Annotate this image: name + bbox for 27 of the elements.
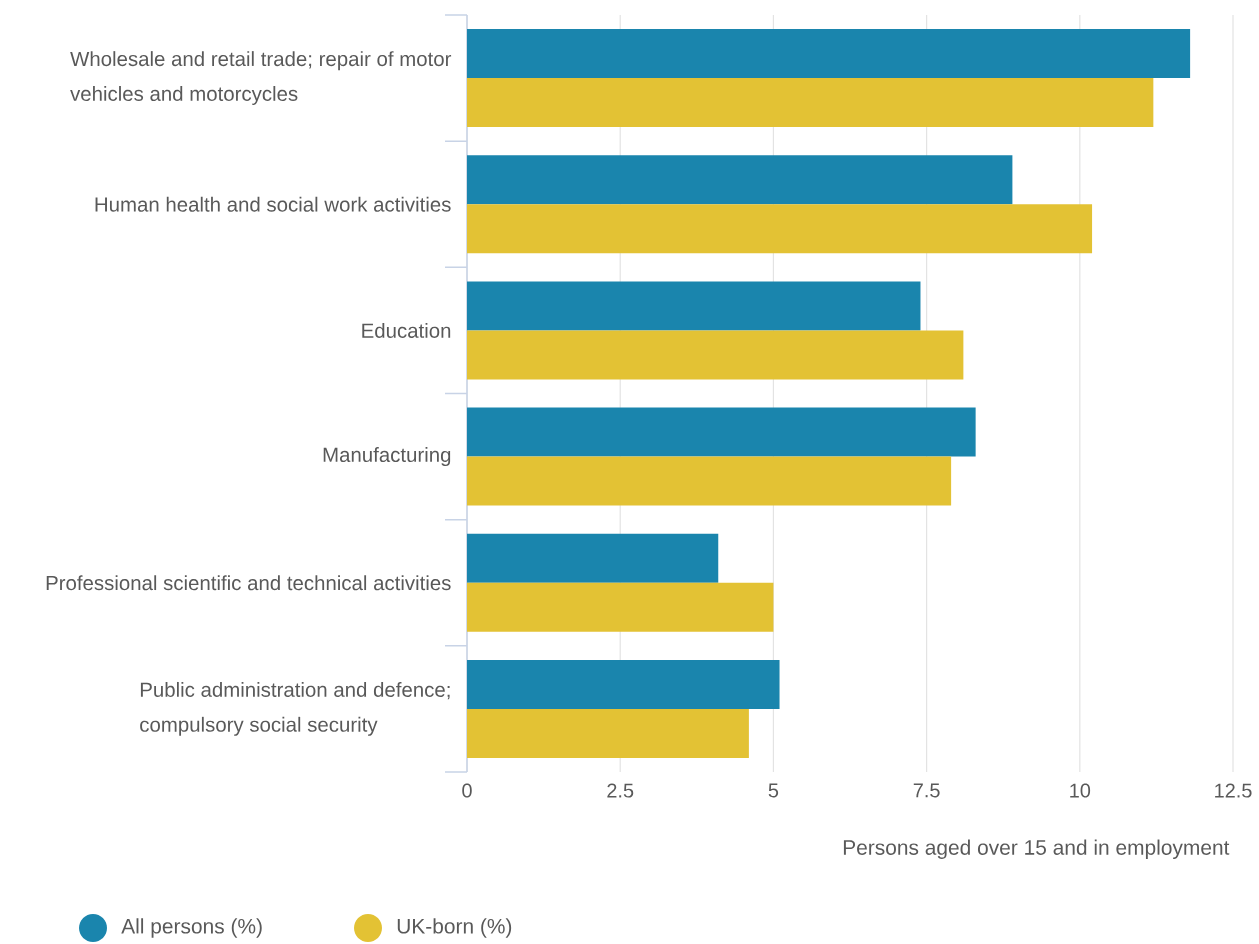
x-tick-label: 12.5 — [1215, 783, 1252, 798]
bar — [467, 659, 780, 709]
x-tick-label: 10 — [1070, 783, 1091, 798]
y-tick-label: Manufacturing — [323, 447, 451, 467]
bar — [467, 155, 1013, 205]
bar — [467, 533, 719, 583]
bar — [467, 204, 1093, 254]
y-tick-label: Education — [362, 322, 451, 338]
y-tick-label: Professional scientific and technical activities — [46, 575, 451, 591]
y-tick-label: Public administration and defence; compulsory social security — [140, 681, 450, 736]
x-axis-title: Persons aged over 15 and in employment — [843, 839, 1230, 860]
bar — [467, 456, 952, 506]
legend-label: UK-born (%) — [397, 918, 512, 938]
y-tick-label: Wholesale and retail trade; repair of motor vehicles and motorcycles — [70, 51, 452, 106]
bar — [467, 407, 976, 457]
x-tick-label: 0 — [462, 783, 472, 798]
bar — [467, 29, 1191, 79]
bar — [467, 582, 774, 632]
legend-label: All persons (%) — [121, 918, 262, 938]
bar — [467, 281, 921, 331]
y-tick-label: Human health and social work activities — [95, 196, 451, 212]
x-tick-label: 5 — [768, 783, 779, 798]
bar — [467, 330, 964, 380]
x-tick-label: 2.5 — [607, 783, 634, 798]
bar — [467, 708, 749, 758]
x-tick-label: 7.5 — [913, 783, 940, 798]
bar — [467, 78, 1154, 128]
